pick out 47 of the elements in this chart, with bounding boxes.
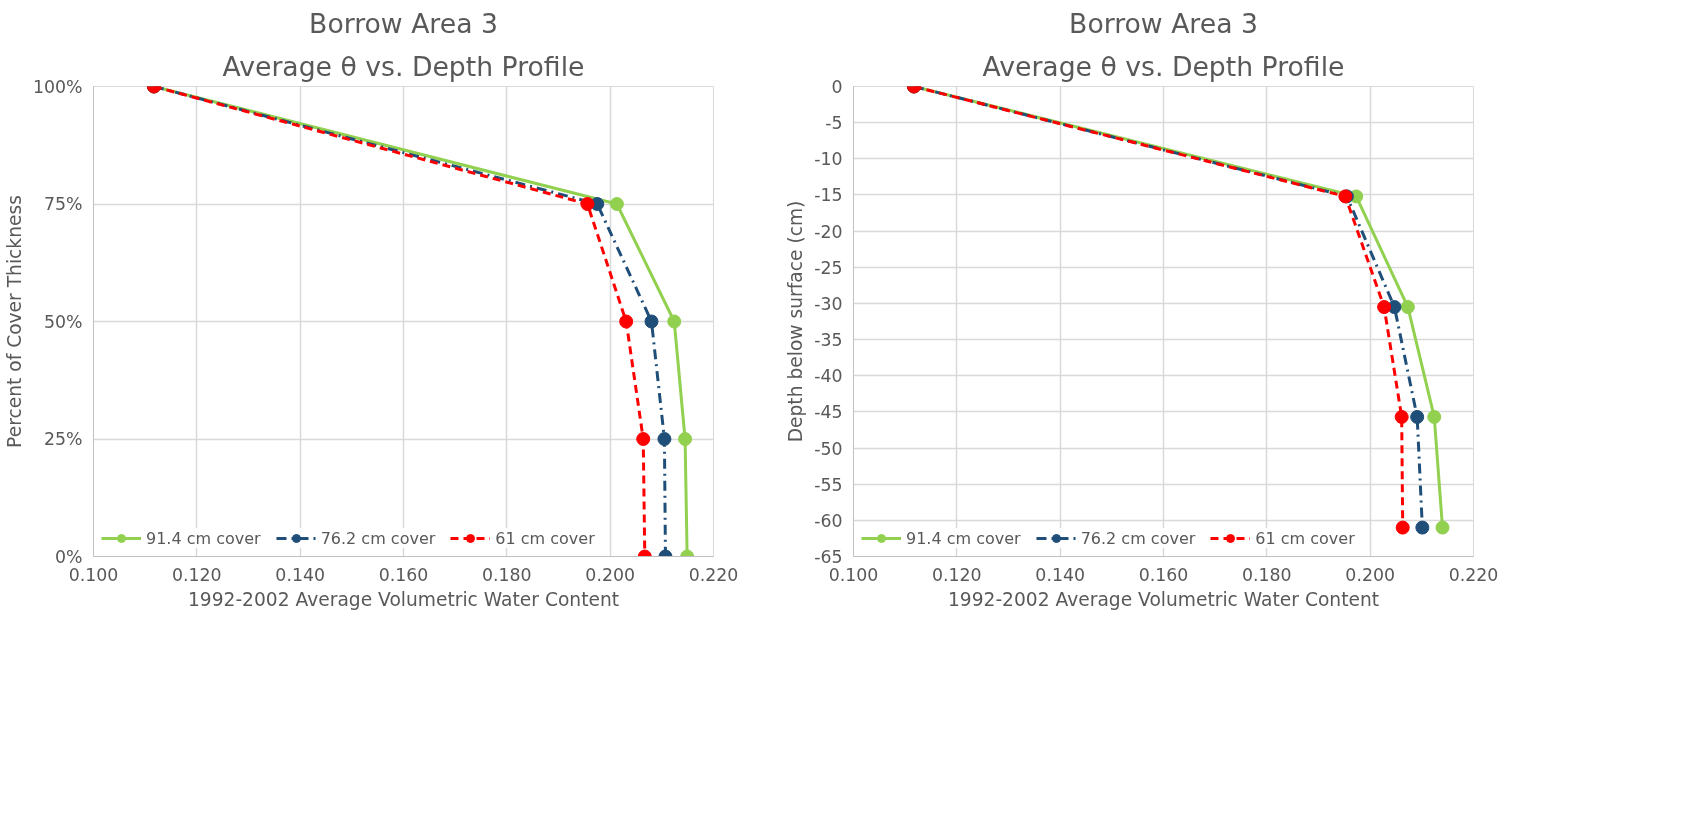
y-tick-label: -55 [814,474,843,495]
x-axis-title: 1992-2002 Average Volumetric Water Content [947,588,1380,610]
x-axis-title: 1992-2002 Average Volumetric Water Content [187,588,620,610]
x-tick-label: 0.180 [482,564,532,585]
y-tick-label: 100% [32,76,83,97]
chart-subtitle: Average θ vs. Depth Profile [982,50,1345,82]
y-tick-label: -20 [814,221,843,242]
legend-label: 91.4 cm cover [146,528,261,548]
y-tick-label: 50% [43,311,83,332]
y-tick-label: 25% [43,429,83,449]
x-tick-label: 0.200 [585,564,635,585]
y-tick-label: -5 [825,113,843,134]
x-tick-label: 0.100 [828,564,879,585]
legend-label: 91.4 cm cover [906,528,1021,548]
y-tick-label: -30 [814,293,843,314]
legend-label: 76.2 cm cover [1080,528,1196,548]
x-tick-label: 0.120 [932,564,982,585]
x-tick-label: 0.200 [1345,564,1395,585]
y-tick-label: -10 [814,149,843,170]
y-tick-label: 0% [55,546,83,567]
x-tick-label: 0.140 [275,564,325,585]
y-tick-label: -40 [814,366,843,387]
y-tick-label: -35 [814,330,843,351]
y-tick-label: -45 [814,402,843,423]
y-axis-title: Percent of Cover Thickness [3,195,25,448]
y-tick-label: -60 [814,510,843,531]
y-tick-label: 75% [43,194,83,214]
x-tick-label: 0.100 [68,564,119,585]
y-tick-label: -15 [814,185,843,206]
legend-label: 61 cm cover [1255,528,1355,548]
y-tick-label: -65 [814,547,843,567]
chart-title: Borrow Area 3 [309,7,498,39]
x-tick-label: 0.180 [1242,564,1292,585]
legend-label: 61 cm cover [495,528,595,548]
chart-subtitle: Average θ vs. Depth Profile [222,50,585,82]
chart-title: Borrow Area 3 [1069,7,1258,39]
x-tick-label: 0.160 [378,564,429,585]
x-tick-label: 0.220 [688,564,739,585]
y-axis-title: Depth below surface (cm) [785,200,807,443]
y-tick-label: -25 [814,257,843,278]
y-tick-label: -50 [814,438,843,459]
x-tick-label: 0.160 [1138,564,1189,585]
y-tick-label: 0 [831,77,843,97]
x-tick-label: 0.220 [1448,564,1499,585]
legend-label: 76.2 cm cover [320,528,436,548]
x-tick-label: 0.140 [1035,564,1085,585]
x-tick-label: 0.120 [172,564,222,585]
